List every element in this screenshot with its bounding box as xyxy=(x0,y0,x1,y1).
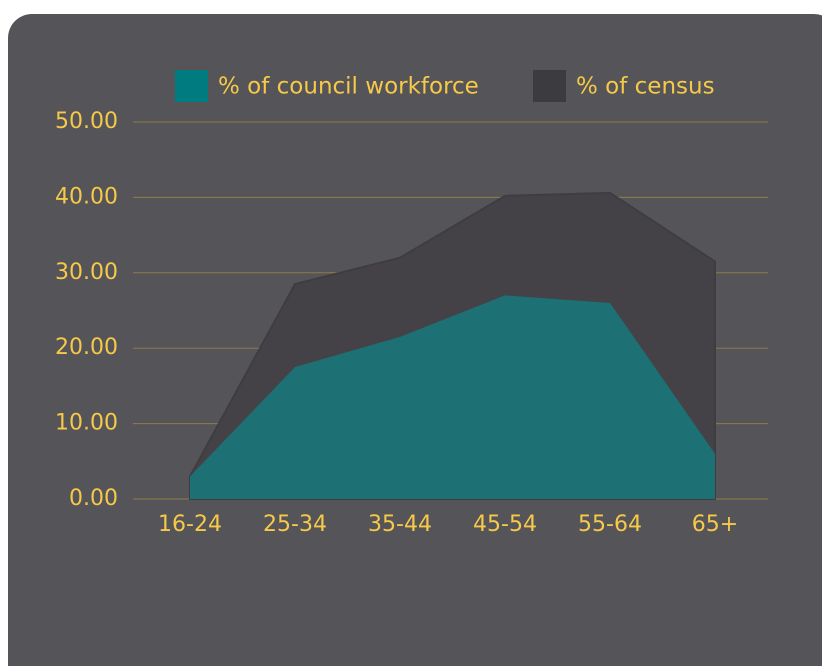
x-tick-label: 35-44 xyxy=(368,512,432,537)
y-tick-label: 50.00 xyxy=(55,109,118,134)
legend-label: % of council workforce xyxy=(218,74,479,100)
x-tick-label: 45-54 xyxy=(473,512,537,537)
x-tick-label: 55-64 xyxy=(578,512,642,537)
y-tick-label: 30.00 xyxy=(55,260,118,285)
area xyxy=(190,295,715,499)
y-tick-label: 20.00 xyxy=(55,335,118,360)
legend-swatch xyxy=(175,70,208,102)
x-tick-label: 65+ xyxy=(692,512,738,537)
y-tick-label: 40.00 xyxy=(55,184,118,209)
legend-label: % of census xyxy=(576,74,715,100)
x-tick-label: 16-24 xyxy=(158,512,222,537)
y-tick-label: 0.00 xyxy=(69,486,118,511)
legend-swatch xyxy=(533,70,566,102)
y-tick-label: 10.00 xyxy=(55,411,118,436)
x-tick-label: 25-34 xyxy=(263,512,327,537)
